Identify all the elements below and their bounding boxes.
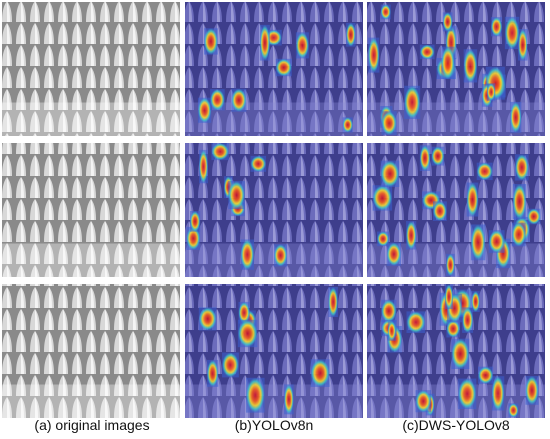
heatmap-blob bbox=[295, 32, 309, 59]
heatmap-blob bbox=[419, 145, 431, 171]
heatmap-blob bbox=[342, 117, 353, 133]
panel-image bbox=[2, 284, 180, 418]
heatmap-blob bbox=[346, 22, 356, 47]
panel-image bbox=[185, 2, 363, 136]
heatmap-blob bbox=[203, 28, 218, 55]
heatmap-blob bbox=[237, 319, 258, 348]
heatmap-blob bbox=[380, 160, 400, 188]
panel-shade bbox=[2, 384, 180, 418]
heatmap-blob bbox=[508, 403, 519, 418]
heatmap-blob bbox=[250, 155, 267, 172]
heatmap-blob bbox=[525, 376, 539, 405]
heatmap-blob bbox=[275, 58, 292, 77]
heatmap-blob bbox=[198, 307, 217, 331]
heatmap-blob bbox=[463, 49, 478, 83]
heatmap-blob bbox=[211, 143, 229, 161]
heatmap-blob bbox=[199, 149, 208, 184]
caption: (c)DWS-YOLOv8 bbox=[402, 417, 510, 433]
heatmap-blob bbox=[446, 253, 455, 276]
heatmap-blob bbox=[433, 201, 447, 221]
heatmap-blob bbox=[228, 181, 245, 210]
heatmap-blob bbox=[240, 239, 255, 270]
heatmap-blob bbox=[486, 83, 496, 101]
heatmap-blob bbox=[518, 29, 528, 61]
heatmap-blob bbox=[491, 376, 505, 411]
heatmap-blob bbox=[222, 352, 239, 378]
heatmap-blob bbox=[210, 89, 225, 111]
heatmap-blob bbox=[515, 154, 529, 181]
heatmap-blob bbox=[273, 244, 288, 267]
heatmap-blob bbox=[431, 146, 445, 166]
heatmap-blob bbox=[488, 230, 505, 253]
heatmap-blob bbox=[381, 299, 397, 323]
heatmap-blob bbox=[511, 222, 526, 247]
panel-shade bbox=[2, 102, 180, 136]
heatmap-blob bbox=[186, 226, 201, 250]
heatmap-blob bbox=[462, 307, 474, 333]
heatmap-blob bbox=[446, 320, 460, 338]
heatmap-blob bbox=[476, 162, 493, 181]
heatmap-blob bbox=[445, 25, 457, 60]
heatmap-blob bbox=[444, 284, 453, 310]
heatmap-blob bbox=[470, 224, 486, 261]
heatmap-blob bbox=[512, 184, 527, 220]
heatmap-blob bbox=[466, 182, 479, 217]
heatmap-blob bbox=[245, 377, 265, 413]
heatmap-blob bbox=[406, 311, 426, 333]
heatmap-blob bbox=[189, 211, 201, 232]
heatmap-blob bbox=[372, 185, 393, 211]
caption: (a) original images bbox=[34, 417, 149, 433]
heatmap-blob bbox=[238, 301, 250, 324]
heatmap-blob bbox=[419, 44, 435, 60]
heatmap-blob bbox=[442, 12, 453, 32]
heatmap-blob bbox=[387, 321, 396, 341]
heatmap-blob bbox=[368, 37, 380, 73]
heatmap-blob bbox=[441, 46, 455, 80]
heatmap-blob bbox=[510, 101, 522, 133]
panel-shade bbox=[2, 243, 180, 277]
heatmap-blob bbox=[458, 378, 477, 410]
heatmap-blob bbox=[259, 24, 270, 61]
panel-image bbox=[2, 143, 180, 277]
heatmap-blob bbox=[471, 291, 480, 312]
heatmap-blob bbox=[206, 359, 219, 387]
heatmap-blob bbox=[415, 390, 432, 413]
panel-image bbox=[2, 2, 180, 136]
panel-shade bbox=[185, 384, 363, 418]
heatmap-blob bbox=[490, 17, 503, 37]
heatmap-blob bbox=[451, 338, 470, 369]
heatmap-blob bbox=[310, 359, 330, 387]
heatmap-blob bbox=[197, 97, 212, 123]
heatmap-blob bbox=[477, 366, 494, 384]
caption: (b)YOLOv8n bbox=[235, 417, 314, 433]
heatmap-blob bbox=[284, 384, 294, 415]
heatmap-blob bbox=[527, 208, 541, 225]
heatmap-blob bbox=[504, 16, 520, 50]
heatmap-blob bbox=[404, 85, 421, 119]
heatmap-blob bbox=[380, 4, 391, 20]
heatmap-blob bbox=[381, 111, 397, 135]
heatmap-blob bbox=[231, 88, 247, 112]
heatmap-blob bbox=[386, 242, 402, 266]
heatmap-blob bbox=[406, 221, 417, 250]
heatmap-blob bbox=[377, 231, 390, 247]
heatmap-blob bbox=[328, 287, 338, 318]
